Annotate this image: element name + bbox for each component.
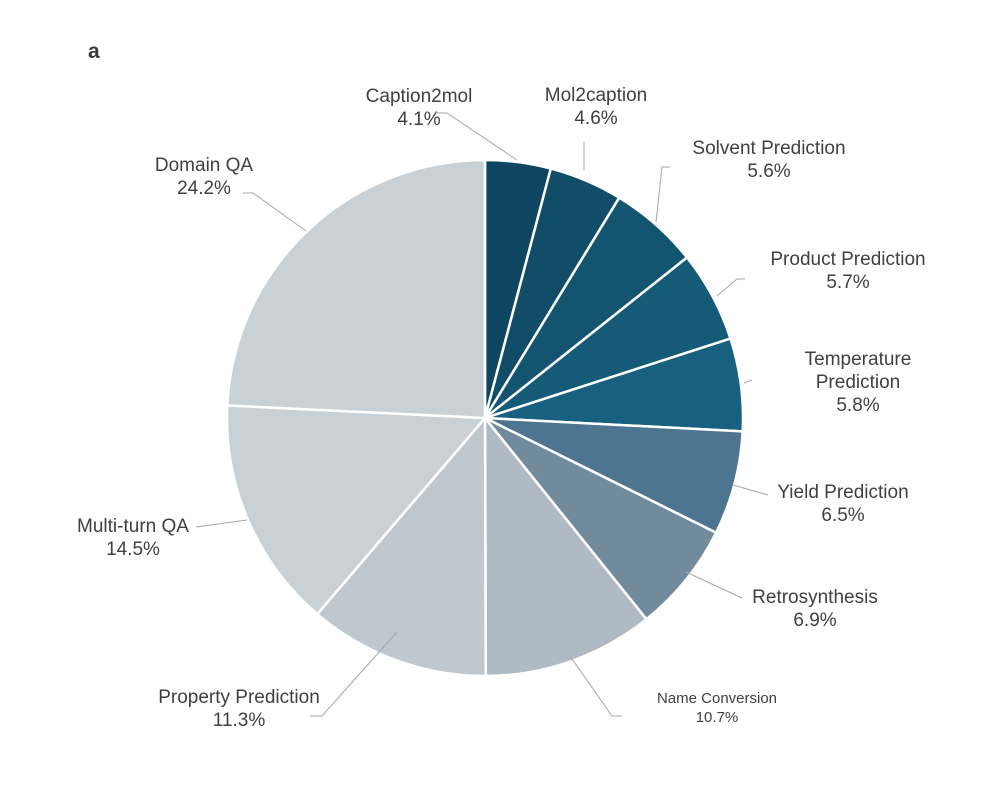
slice-label: Property Prediction 11.3%	[158, 687, 320, 731]
slice-percent: 4.1%	[397, 109, 440, 130]
slice-name: Mol2caption	[545, 85, 647, 106]
slice-label: Solvent Prediction 5.6%	[692, 138, 845, 182]
panel-label: a	[88, 40, 100, 63]
pie-slice-domain-qa[interactable]	[226, 158, 487, 420]
leader-line	[569, 655, 622, 717]
leader-line	[732, 484, 769, 496]
slice-label: Name Conversion 10.7%	[657, 690, 777, 726]
slice-name: Property Prediction	[158, 687, 320, 708]
slice-percent: 5.8%	[836, 395, 879, 416]
slice-name: Prediction	[816, 372, 901, 393]
slice-name: Caption2mol	[366, 86, 473, 107]
slice-name: Retrosynthesis	[752, 587, 878, 608]
slice-percent: 4.6%	[574, 108, 617, 129]
slice-name: Product Prediction	[770, 249, 925, 270]
slice-label: Mol2caption 4.6%	[545, 85, 647, 129]
slice-label: Yield Prediction 6.5%	[777, 482, 908, 526]
slice-percent: 24.2%	[177, 178, 231, 199]
leader-line	[310, 631, 398, 717]
slice-name: Multi-turn QA	[77, 516, 189, 537]
slice-label: Multi-turn QA 14.5%	[77, 516, 189, 560]
slices-layer	[225, 158, 745, 678]
leader-line	[716, 278, 745, 297]
slice-percent: 11.3%	[213, 710, 266, 731]
pie-slice-retrosynthesis[interactable]	[483, 416, 718, 621]
leader-line	[195, 519, 248, 528]
slice-label: Product Prediction 5.7%	[770, 249, 925, 293]
slice-percent: 10.7%	[696, 709, 739, 726]
slice-name: Domain QA	[155, 155, 254, 176]
slice-name: Solvent Prediction	[692, 138, 845, 159]
pie-slice-property-prediction[interactable]	[316, 416, 488, 678]
slice-label: Temperature Prediction 5.8%	[805, 349, 912, 416]
slice-label: Retrosynthesis 6.9%	[752, 587, 878, 631]
slice-name: Temperature	[805, 349, 912, 370]
slice-percent: 6.9%	[793, 610, 836, 631]
leader-line	[743, 379, 753, 384]
slice-percent: 14.5%	[106, 539, 160, 560]
leader-line	[655, 166, 670, 223]
slice-label: Caption2mol 4.1%	[366, 86, 473, 130]
labels-layer: Caption2mol 4.1% Mol2caption 4.6% Solvent Pr…	[77, 85, 926, 731]
slice-label: Domain QA 24.2%	[155, 155, 254, 199]
pie-slice-multi-turn-qa[interactable]	[225, 404, 487, 616]
slice-percent: 6.5%	[821, 505, 864, 526]
pie-slice-name-conversion[interactable]	[483, 416, 648, 678]
leader-line	[437, 112, 518, 161]
leader-lines-layer	[195, 112, 769, 717]
slice-percent: 5.6%	[747, 161, 790, 182]
leader-line	[685, 571, 743, 599]
slice-percent: 5.7%	[826, 272, 869, 293]
slice-name: Yield Prediction	[777, 482, 908, 503]
slice-name: Name Conversion	[657, 690, 777, 707]
leader-line	[243, 192, 307, 232]
